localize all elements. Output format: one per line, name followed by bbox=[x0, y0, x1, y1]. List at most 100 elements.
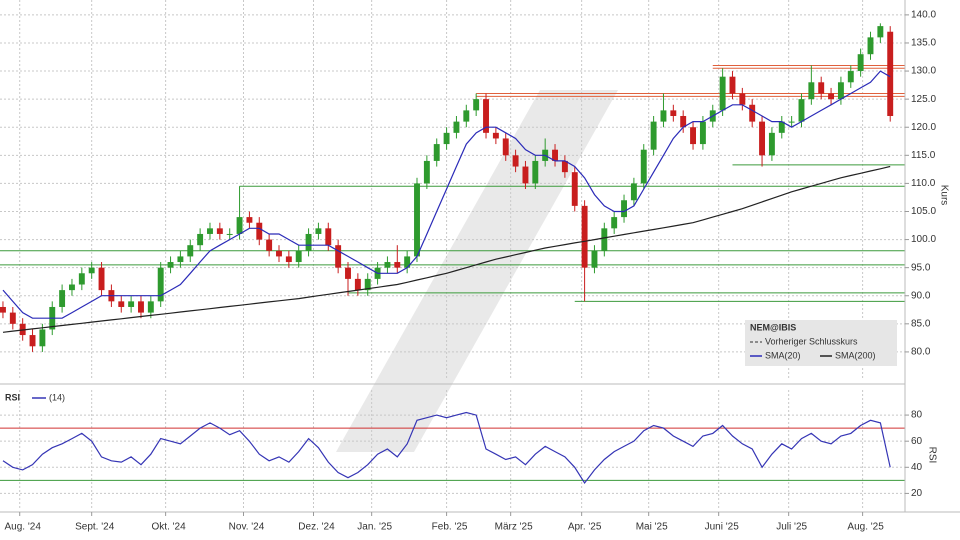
candle-body bbox=[561, 160, 568, 173]
candle-body bbox=[354, 278, 361, 291]
y-tick-label: 130.0 bbox=[911, 66, 936, 77]
candle-body bbox=[9, 312, 16, 324]
candle-body bbox=[404, 256, 411, 268]
candle-body bbox=[295, 250, 302, 263]
candle-body bbox=[305, 233, 312, 251]
y-tick-label: 125.0 bbox=[911, 94, 936, 105]
candle-body bbox=[147, 301, 154, 313]
y-tick-label: 95.0 bbox=[911, 262, 931, 273]
legend-title: NEM@IBIS bbox=[750, 322, 796, 332]
candle-body bbox=[335, 245, 342, 268]
x-tick-label: Aug. '24 bbox=[5, 522, 42, 533]
candle-body bbox=[394, 262, 401, 268]
candle-body bbox=[315, 228, 322, 234]
legend-entry: SMA(20) bbox=[765, 350, 801, 360]
y-tick-label: 80 bbox=[911, 410, 923, 421]
candle-body bbox=[512, 155, 519, 167]
candle-body bbox=[59, 290, 66, 307]
y-tick-label: 60 bbox=[911, 436, 923, 447]
y-tick-label: 85.0 bbox=[911, 318, 931, 329]
candle-body bbox=[266, 239, 273, 251]
candle-body bbox=[699, 121, 706, 145]
candle-body bbox=[847, 71, 854, 83]
y-tick-label: 20 bbox=[911, 488, 923, 499]
candle-body bbox=[138, 301, 144, 313]
candle-body bbox=[798, 99, 805, 122]
candle-body bbox=[808, 82, 815, 100]
candle-body bbox=[443, 132, 450, 145]
x-tick-label: Juni '25 bbox=[705, 522, 740, 533]
candle-body bbox=[256, 222, 263, 240]
candle-body bbox=[887, 31, 894, 116]
legend-box bbox=[745, 320, 897, 366]
candle-body bbox=[197, 233, 204, 246]
candle-body bbox=[778, 121, 785, 133]
candle-body bbox=[670, 110, 677, 116]
y-tick-label: 105.0 bbox=[911, 206, 936, 217]
candle-body bbox=[768, 132, 775, 156]
candle-body bbox=[463, 110, 470, 122]
x-tick-label: Sept. '24 bbox=[75, 522, 115, 533]
candle-body bbox=[414, 183, 420, 257]
candle-body bbox=[660, 110, 667, 122]
candle-body bbox=[39, 329, 46, 347]
series-line bbox=[2, 70, 891, 319]
candle-body bbox=[581, 205, 588, 268]
candle-body bbox=[29, 335, 36, 347]
candle-body bbox=[877, 26, 884, 38]
candle-body bbox=[818, 82, 825, 94]
candle-body bbox=[187, 245, 194, 257]
x-tick-label: Apr. '25 bbox=[568, 522, 602, 533]
candle-body bbox=[325, 228, 332, 246]
candle-body bbox=[630, 183, 637, 201]
x-tick-label: Mai '25 bbox=[636, 522, 668, 533]
candle-body bbox=[483, 99, 489, 133]
x-tick-label: Feb. '25 bbox=[432, 522, 468, 533]
candle-body bbox=[571, 172, 578, 206]
candle-body bbox=[285, 256, 292, 263]
candle-body bbox=[788, 121, 795, 123]
legend-entry: SMA(200) bbox=[835, 350, 876, 360]
candle-body bbox=[739, 93, 746, 105]
candle-body bbox=[749, 104, 756, 122]
x-tick-label: Jan. '25 bbox=[357, 522, 392, 533]
legend-entry: (14) bbox=[49, 392, 65, 402]
x-tick-label: Okt. '24 bbox=[152, 522, 187, 533]
y-tick-label: 90.0 bbox=[911, 290, 931, 301]
candle-body bbox=[591, 250, 598, 268]
candle-body bbox=[729, 76, 736, 94]
candle-body bbox=[167, 262, 174, 268]
marks bbox=[0, 23, 905, 485]
candle-body bbox=[759, 121, 766, 156]
candle-body bbox=[384, 262, 391, 268]
candle-body bbox=[650, 121, 657, 150]
x-tick-label: Aug. '25 bbox=[847, 522, 884, 533]
series-line bbox=[2, 165, 891, 333]
y-tick-label: 120.0 bbox=[911, 122, 936, 133]
candle-body bbox=[502, 138, 509, 156]
candle-body bbox=[719, 76, 726, 111]
rsi-axis-label: RSI bbox=[926, 447, 937, 464]
candle-body bbox=[828, 93, 835, 100]
candle-body bbox=[680, 115, 687, 128]
x-tick-label: Juli '25 bbox=[776, 522, 807, 533]
y-tick-label: 140.0 bbox=[911, 10, 936, 21]
candle-body bbox=[0, 306, 6, 313]
candle-body bbox=[473, 99, 480, 111]
candle-body bbox=[640, 149, 647, 184]
candle-body bbox=[690, 127, 697, 145]
candle-body bbox=[837, 82, 844, 100]
candle-body bbox=[532, 160, 539, 184]
candle-body bbox=[88, 267, 95, 274]
y-tick-label: 110.0 bbox=[911, 178, 936, 189]
candle-body bbox=[216, 228, 223, 234]
series-line bbox=[2, 411, 891, 485]
legend-entry: Vorheriger Schlusskurs bbox=[765, 336, 858, 346]
y-tick-label: 100.0 bbox=[911, 234, 936, 245]
candle-body bbox=[611, 217, 618, 229]
candle-body bbox=[236, 217, 243, 234]
candle-body bbox=[69, 284, 75, 291]
x-tick-label: März '25 bbox=[495, 522, 533, 533]
y-axis-label: Kurs bbox=[938, 185, 949, 206]
